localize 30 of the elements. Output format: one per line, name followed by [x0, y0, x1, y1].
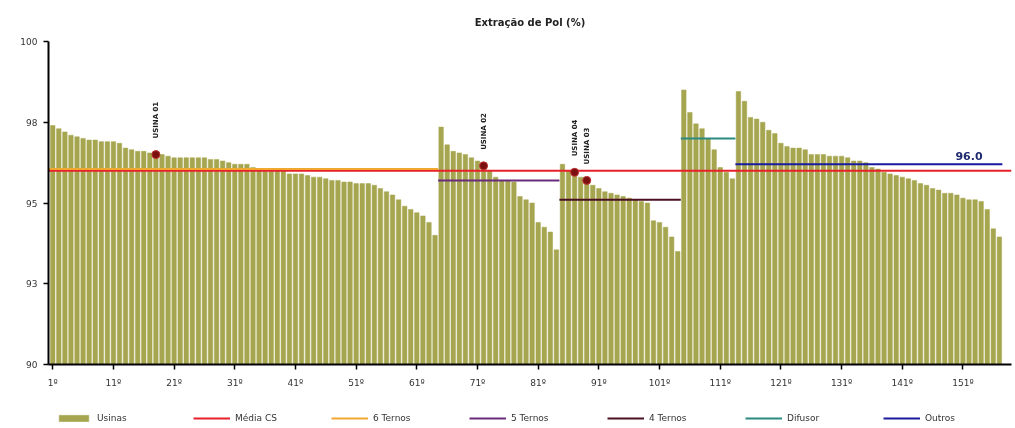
x-tick-label: 21º — [166, 377, 182, 388]
legend-label: Outros — [925, 412, 956, 424]
chart-title: Extração de Pol (%) — [474, 16, 586, 28]
legend-label: 5 Ternos — [511, 412, 550, 424]
x-tick-label: 51º — [348, 377, 365, 388]
x-tick-label: 131º — [830, 377, 853, 388]
x-tick-label: 41º — [287, 377, 304, 388]
legend-label: Média CS — [235, 412, 278, 424]
x-tick-label: 101º — [648, 377, 671, 388]
x-tick-label: 91º — [591, 377, 607, 388]
y-tick-label: 95 — [26, 198, 38, 209]
x-tick-label: 11º — [105, 377, 122, 388]
x-tick-label: 71º — [469, 377, 486, 388]
x-tick-label: 1º — [47, 377, 58, 388]
x-tick-label: 81º — [530, 377, 547, 388]
y-tick-label: 98 — [26, 117, 38, 128]
y-tick-label: 100 — [20, 37, 38, 47]
x-tick-label: 61º — [408, 377, 425, 388]
x-tick-label: 121º — [770, 377, 792, 388]
y-tick-label: 93 — [26, 279, 38, 290]
x-tick-label: 151º — [952, 377, 974, 388]
legend-label: Usinas — [97, 412, 128, 424]
legend-label: 6 Ternos — [373, 412, 412, 424]
legend-label: Difusor — [787, 412, 821, 424]
legend-label: 4 Ternos — [649, 412, 688, 424]
x-tick-label: 141º — [891, 377, 913, 388]
y-tick-label: 90 — [26, 360, 38, 370]
x-tick-label: 31º — [226, 377, 243, 388]
x-tick-label: 111º — [709, 377, 731, 388]
data-label: 96.0 — [955, 149, 983, 163]
